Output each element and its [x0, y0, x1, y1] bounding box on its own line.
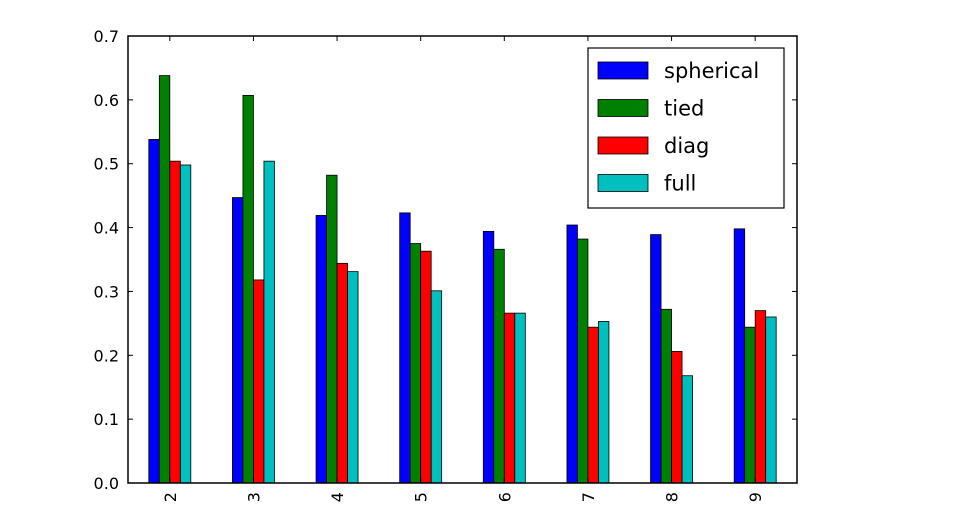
x-tick-label: 5	[412, 492, 431, 502]
x-tick-label: 3	[244, 492, 263, 502]
bar-full-5	[430, 290, 443, 484]
legend-swatch-full	[597, 174, 649, 192]
bar-tied-7	[577, 238, 589, 484]
bar-spherical-3	[232, 197, 244, 484]
y-tick-label: 0.1	[94, 410, 119, 429]
legend-label-full: full	[664, 172, 696, 196]
x-tick-label: 7	[579, 492, 598, 502]
bar-full-6	[514, 312, 526, 484]
bar-spherical-8	[650, 234, 662, 484]
y-tick-label: 0.4	[94, 219, 119, 238]
x-tick-label: 6	[495, 492, 514, 502]
bar-diag-5	[420, 250, 432, 484]
y-tick-label: 0.5	[94, 155, 119, 174]
bar-full-2	[179, 164, 192, 484]
bar-full-8	[681, 375, 693, 484]
bar-full-4	[347, 271, 359, 484]
legend: spherical tied diag full	[587, 47, 785, 209]
bar-tied-3	[242, 94, 254, 484]
bar-spherical-9	[733, 228, 746, 484]
bar-tied-4	[326, 174, 338, 484]
legend-label-tied: tied	[664, 97, 704, 121]
x-tick-label: 9	[746, 492, 765, 502]
bar-tied-6	[493, 248, 505, 484]
bar-tied-5	[409, 243, 422, 484]
y-tick-label: 0.2	[94, 346, 119, 365]
x-tick-label: 2	[161, 492, 180, 502]
bar-spherical-5	[399, 212, 411, 484]
bar-spherical-2	[148, 139, 160, 484]
bar-diag-7	[587, 326, 599, 484]
legend-swatch-tied	[597, 99, 649, 117]
bar-full-3	[263, 160, 275, 484]
y-tick-label: 0.7	[94, 27, 119, 46]
legend-swatch-diag	[597, 136, 649, 155]
bar-full-9	[765, 316, 777, 484]
bar-diag-2	[169, 160, 181, 484]
bar-diag-8	[671, 351, 683, 484]
bar-diag-4	[336, 262, 348, 484]
bar-diag-9	[754, 310, 767, 484]
bar-spherical-7	[566, 224, 578, 484]
bar-spherical-6	[482, 231, 495, 484]
x-axis: 2 3 4 5 6 7 8 9	[161, 36, 765, 502]
bar-spherical-4	[315, 215, 327, 484]
bar-tied-8	[660, 308, 672, 484]
y-tick-label: 0.6	[94, 91, 119, 110]
y-tick-label: 0.3	[94, 282, 119, 301]
bar-diag-3	[253, 279, 265, 484]
legend-swatch-spherical	[597, 61, 649, 80]
y-axis: 0.0 0.1 0.2 0.3 0.4 0.5 0.6 0.7	[94, 27, 797, 493]
x-tick-label: 8	[663, 492, 682, 502]
x-tick-label: 4	[328, 492, 347, 502]
plot-area-frame	[127, 35, 798, 484]
bar-diag-6	[503, 312, 516, 484]
bar-full-7	[598, 321, 610, 484]
legend-label-spherical: spherical	[664, 59, 759, 83]
bar-tied-9	[744, 326, 756, 484]
legend-label-diag: diag	[664, 134, 709, 158]
y-tick-label: 0.0	[94, 474, 119, 493]
bar-tied-2	[158, 75, 171, 484]
